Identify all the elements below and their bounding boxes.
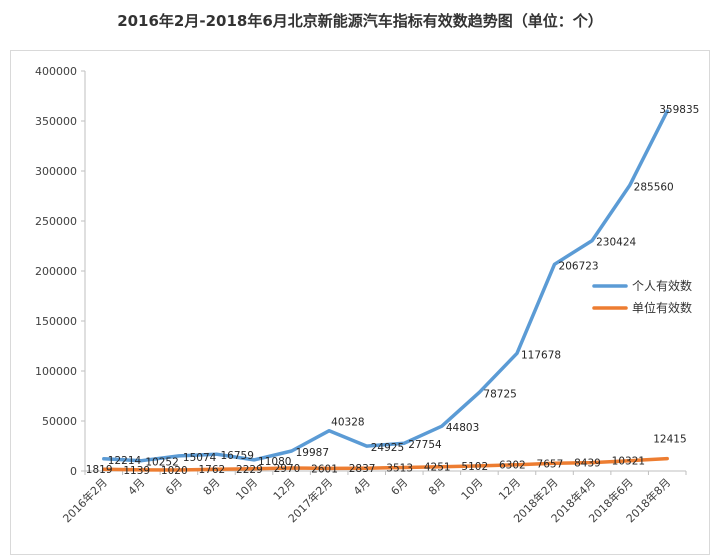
series-line-personal bbox=[102, 109, 669, 463]
x-tick-label: 8月 bbox=[201, 476, 223, 498]
data-label-unit: 3513 bbox=[386, 462, 413, 474]
data-label-unit: 4251 bbox=[424, 462, 451, 474]
y-tick-label: 150000 bbox=[35, 315, 77, 328]
y-tick-label: 300000 bbox=[35, 165, 77, 178]
data-label-unit: 12415 bbox=[653, 434, 686, 446]
y-tick-label: 200000 bbox=[35, 265, 77, 278]
data-label-unit: 5102 bbox=[461, 461, 488, 473]
data-label-personal: 44803 bbox=[446, 422, 479, 434]
data-label-unit: 1020 bbox=[161, 465, 188, 477]
data-label-personal: 11080 bbox=[258, 456, 291, 468]
y-tick-label: 100000 bbox=[35, 365, 77, 378]
data-label-unit: 10321 bbox=[612, 456, 645, 468]
data-label-unit: 7657 bbox=[537, 458, 564, 470]
y-tick-label: 250000 bbox=[35, 215, 77, 228]
data-label-personal: 16759 bbox=[220, 450, 253, 462]
data-label-unit: 6302 bbox=[499, 460, 526, 472]
data-label-personal: 19987 bbox=[296, 447, 329, 459]
data-label-unit: 1819 bbox=[86, 464, 113, 476]
data-label-unit: 2970 bbox=[274, 463, 301, 475]
x-tick-label: 4月 bbox=[351, 476, 373, 498]
series-lines bbox=[102, 109, 669, 472]
chart-frame bbox=[10, 50, 710, 555]
y-tick-label: 400000 bbox=[35, 65, 77, 78]
data-label-unit: 2837 bbox=[349, 463, 376, 475]
data-label-personal: 78725 bbox=[483, 388, 516, 400]
x-tick-label: 12月 bbox=[496, 476, 523, 503]
x-tick-label: 2016年2月 bbox=[60, 475, 110, 525]
x-tick-label: 4月 bbox=[126, 476, 148, 498]
x-tick-label: 10月 bbox=[233, 476, 260, 503]
y-tick-label: 0 bbox=[70, 465, 77, 478]
data-label-personal: 12214 bbox=[108, 455, 142, 467]
x-tick-label: 12月 bbox=[271, 476, 298, 503]
data-label-personal: 27754 bbox=[408, 439, 442, 451]
data-label-personal: 117678 bbox=[521, 349, 561, 361]
data-label-personal: 206723 bbox=[559, 260, 599, 272]
y-tick-label: 350000 bbox=[35, 115, 77, 128]
series-line-unit bbox=[102, 456, 669, 472]
data-label-personal: 10252 bbox=[145, 457, 178, 469]
data-label-personal: 15074 bbox=[183, 452, 217, 464]
data-labels: 12214 10252 15074 16759 11080 19987 40328 24925… bbox=[86, 104, 700, 477]
x-tick-label: 8月 bbox=[426, 476, 448, 498]
legend-label-personal: 个人有效数 bbox=[632, 278, 692, 293]
data-label-personal: 230424 bbox=[596, 237, 636, 249]
chart-title: 2016年2月-2018年6月北京新能源汽车指标有效数趋势图（单位：个） bbox=[117, 12, 603, 30]
data-label-unit: 1762 bbox=[198, 464, 225, 476]
x-tick-label: 6月 bbox=[388, 476, 410, 498]
data-label-unit: 2601 bbox=[311, 463, 338, 475]
data-label-unit: 8439 bbox=[574, 458, 601, 470]
data-label-personal: 359835 bbox=[659, 104, 699, 116]
legend-label-unit: 单位有效数 bbox=[632, 300, 692, 315]
data-label-personal: 40328 bbox=[331, 417, 364, 429]
data-label-unit: 1139 bbox=[123, 465, 150, 477]
y-tick-label: 50000 bbox=[42, 415, 77, 428]
data-label-personal: 285560 bbox=[634, 181, 674, 193]
data-label-personal: 24925 bbox=[371, 442, 404, 454]
x-tick-label: 10月 bbox=[459, 476, 486, 503]
x-tick-label: 6月 bbox=[163, 476, 185, 498]
data-label-unit: 2229 bbox=[236, 464, 263, 476]
